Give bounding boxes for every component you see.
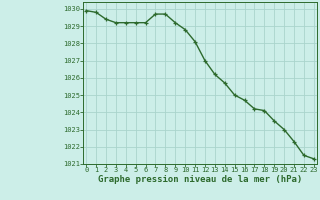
X-axis label: Graphe pression niveau de la mer (hPa): Graphe pression niveau de la mer (hPa) <box>98 175 302 184</box>
